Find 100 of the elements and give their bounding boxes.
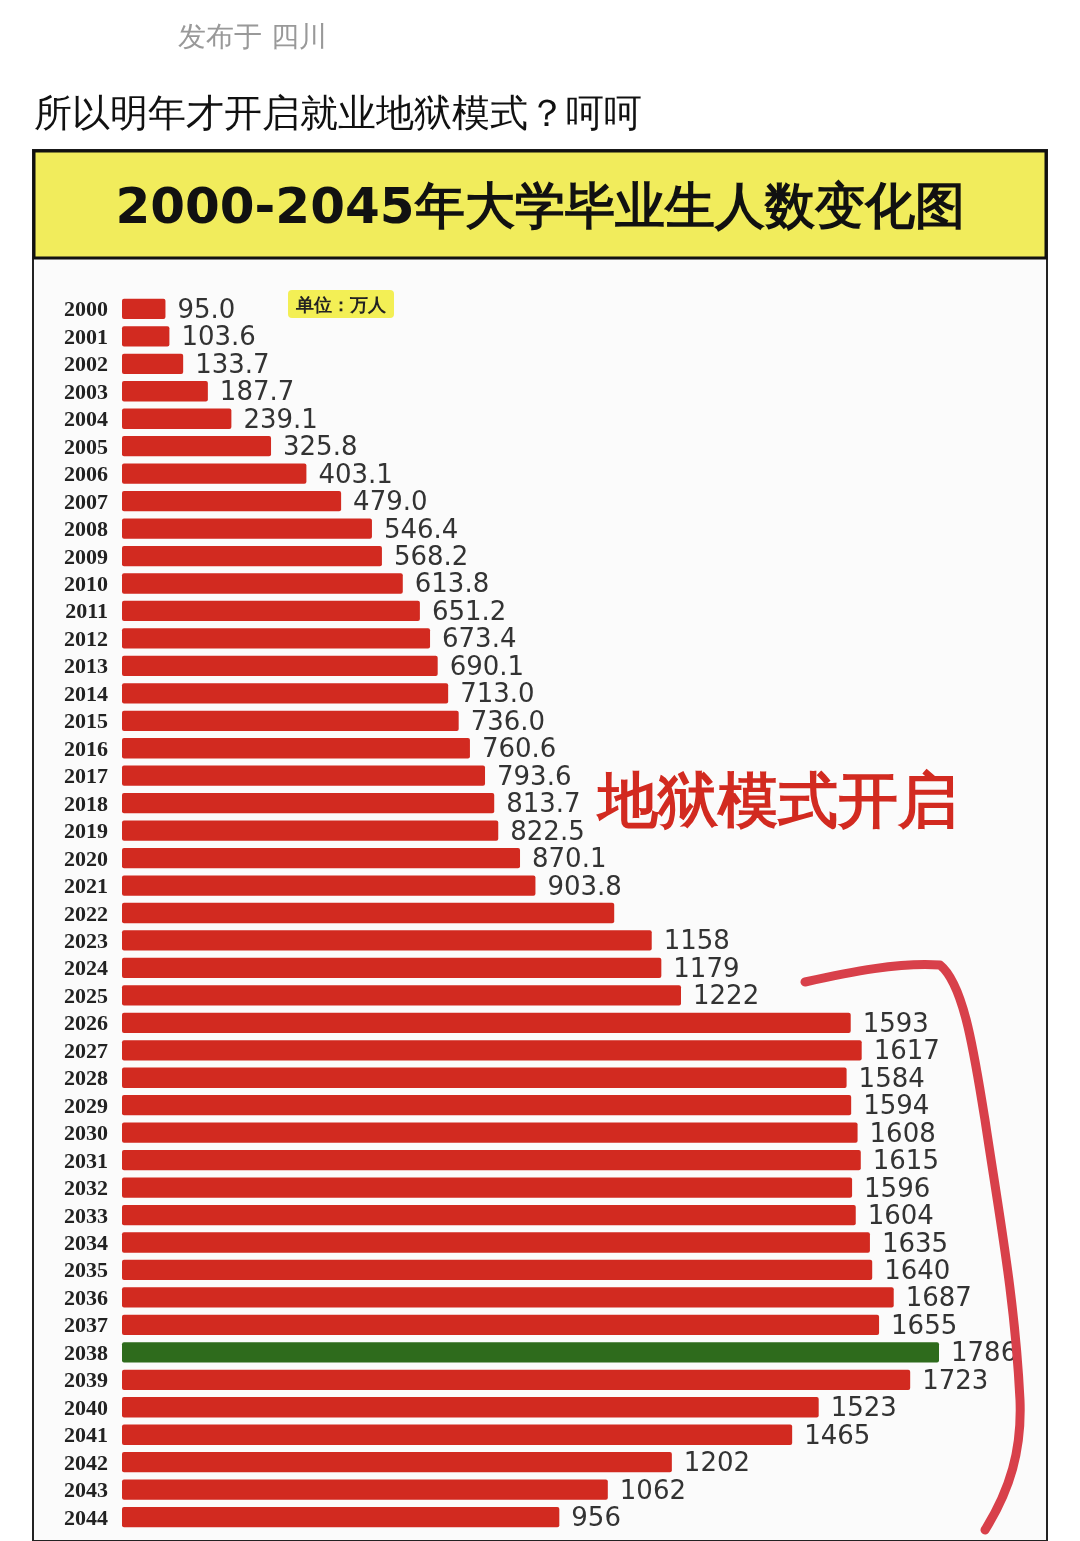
y-tick-label: 2024 xyxy=(64,955,108,981)
bar xyxy=(122,1397,819,1418)
y-tick-label: 2044 xyxy=(64,1504,108,1530)
chart-title: 2000-2045年大学毕业生人数变化图 xyxy=(115,177,965,235)
y-tick-label: 2003 xyxy=(64,378,108,404)
bar xyxy=(122,381,208,402)
y-tick-label: 2023 xyxy=(64,927,108,953)
bar xyxy=(122,1040,862,1061)
y-tick-label: 2015 xyxy=(64,708,108,734)
y-tick-label: 2010 xyxy=(64,570,108,596)
y-tick-label: 2012 xyxy=(64,625,108,651)
data-label: 1593 xyxy=(862,1007,929,1038)
bar xyxy=(122,353,184,374)
bar xyxy=(122,683,449,704)
y-tick-label: 2034 xyxy=(64,1230,108,1256)
y-tick-label: 2039 xyxy=(64,1367,108,1393)
y-tick-label: 2000 xyxy=(64,296,108,322)
y-tick-label: 2009 xyxy=(64,543,108,569)
y-tick-label: 2041 xyxy=(64,1422,108,1448)
bar xyxy=(122,1232,870,1253)
bar xyxy=(122,902,615,924)
bar xyxy=(122,1204,856,1226)
bar xyxy=(122,930,652,951)
y-tick-label: 2042 xyxy=(64,1449,108,1475)
text: 发布于 四川 xyxy=(178,19,327,53)
bar xyxy=(122,1149,861,1171)
bar xyxy=(122,1122,858,1143)
bar xyxy=(122,1287,894,1308)
bar xyxy=(122,408,232,429)
bar xyxy=(122,1479,608,1500)
y-tick-label: 2027 xyxy=(64,1037,108,1063)
bar xyxy=(122,573,403,594)
bar xyxy=(122,738,470,759)
bar xyxy=(122,957,662,979)
y-tick-label: 2036 xyxy=(64,1284,108,1310)
bar xyxy=(122,518,372,539)
y-tick-label: 2005 xyxy=(64,433,108,459)
data-label: 956 xyxy=(571,1502,621,1533)
text: 所以明年才开启就业地狱模式？呵呵 xyxy=(34,91,642,135)
bar xyxy=(122,436,272,457)
bar xyxy=(122,765,486,786)
bar xyxy=(122,600,420,622)
bar xyxy=(122,545,382,567)
bar xyxy=(122,1012,851,1033)
bar xyxy=(122,710,459,731)
y-tick-label: 2018 xyxy=(64,790,108,816)
y-tick-label: 2007 xyxy=(64,488,108,514)
y-tick-label: 2043 xyxy=(64,1477,108,1503)
bar xyxy=(122,463,307,484)
bar xyxy=(122,1342,939,1363)
bar xyxy=(122,1177,853,1198)
data-label: 1202 xyxy=(683,1447,751,1478)
data-label: 1062 xyxy=(619,1474,686,1505)
bar xyxy=(122,1259,873,1281)
y-tick-label: 2019 xyxy=(64,818,108,844)
y-tick-label: 2029 xyxy=(64,1092,108,1118)
y-tick-label: 2014 xyxy=(64,680,108,706)
y-tick-label: 2020 xyxy=(64,845,108,871)
y-tick-label: 2035 xyxy=(64,1257,108,1283)
data-label: 1222 xyxy=(693,980,760,1011)
bar xyxy=(122,820,499,841)
bar xyxy=(122,298,166,320)
y-tick-label: 2032 xyxy=(64,1175,108,1201)
y-tick-label: 2016 xyxy=(64,735,108,761)
y-tick-label: 2030 xyxy=(64,1120,108,1146)
bar xyxy=(122,326,170,347)
bar xyxy=(122,628,431,649)
y-tick-label: 2037 xyxy=(64,1312,108,1338)
bar xyxy=(122,1314,880,1336)
bar xyxy=(122,1369,911,1390)
y-tick-label: 2017 xyxy=(64,763,108,789)
y-tick-label: 2002 xyxy=(64,351,108,377)
bar xyxy=(122,490,342,512)
bar xyxy=(122,875,536,896)
y-tick-label: 2031 xyxy=(64,1147,108,1173)
y-tick-label: 2004 xyxy=(64,406,108,432)
y-tick-label: 2028 xyxy=(64,1065,108,1091)
bar xyxy=(122,985,681,1006)
bar xyxy=(122,1452,672,1473)
y-tick-label: 2006 xyxy=(64,461,108,487)
bar xyxy=(122,793,495,814)
y-tick-label: 2011 xyxy=(65,598,108,624)
y-tick-label: 2026 xyxy=(64,1010,108,1036)
bar xyxy=(122,655,438,677)
y-tick-label: 2001 xyxy=(64,323,108,349)
y-tick-label: 2025 xyxy=(64,982,108,1008)
y-tick-label: 2021 xyxy=(64,873,108,899)
y-tick-label: 2040 xyxy=(64,1394,108,1420)
bar xyxy=(122,1067,847,1088)
bar xyxy=(122,1506,560,1528)
y-tick-label: 2033 xyxy=(64,1202,108,1228)
bar xyxy=(122,1424,793,1445)
data-label: 1723 xyxy=(922,1364,989,1395)
y-tick-label: 2013 xyxy=(64,653,108,679)
y-tick-label: 2022 xyxy=(64,900,108,926)
y-tick-label: 2008 xyxy=(64,516,108,542)
data-label: 95.0 xyxy=(177,293,236,324)
bar xyxy=(122,1095,852,1116)
bar xyxy=(122,847,521,869)
annotation: 单位：万人 xyxy=(295,293,387,315)
